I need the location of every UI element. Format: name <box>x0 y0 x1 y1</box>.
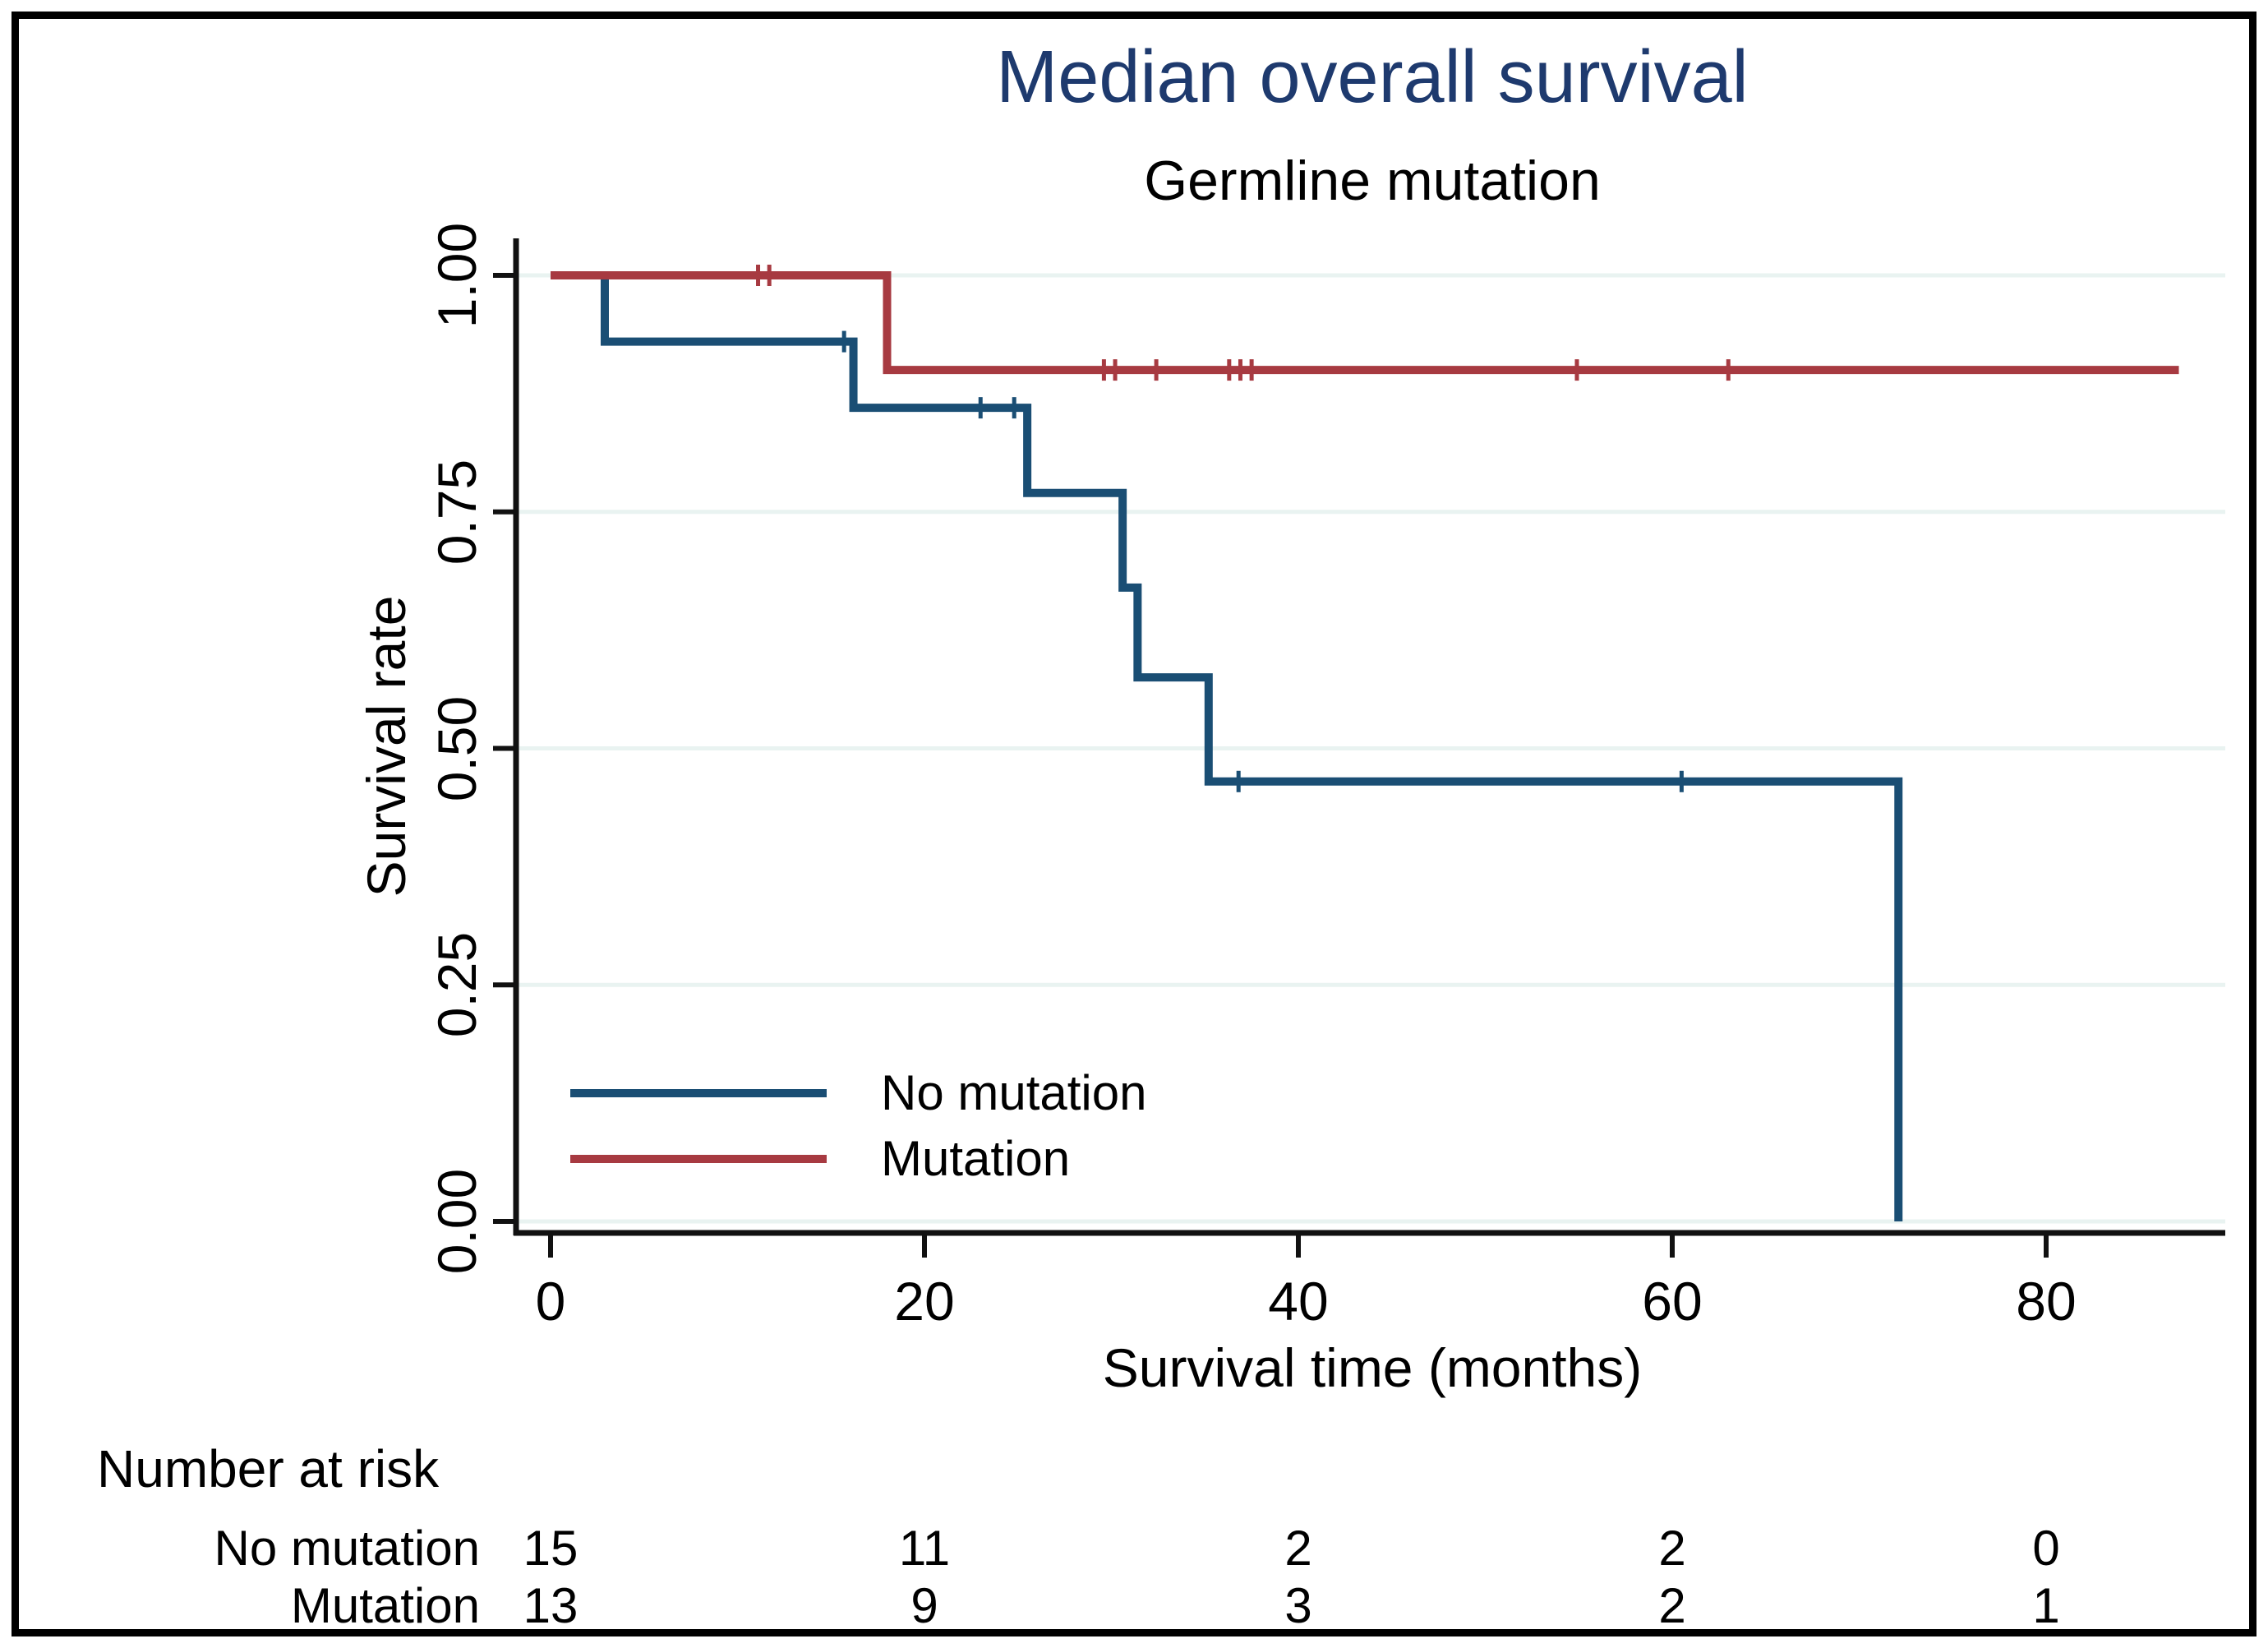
x-tick-label: 40 <box>1268 1271 1329 1332</box>
x-tick-label: 80 <box>2016 1271 2077 1332</box>
chart-subtitle: Germline mutation <box>1144 150 1601 212</box>
legend-item-mutation <box>570 1155 827 1163</box>
page-title: Median overall survival <box>996 36 1749 118</box>
legend-label-mutation: Mutation <box>881 1131 1071 1186</box>
y-tick-label: 1.00 <box>426 222 487 329</box>
risk-value: 3 <box>1284 1578 1312 1633</box>
y-tick-label: 0.50 <box>426 695 487 801</box>
risk-row-label-mutation: Mutation <box>290 1578 480 1633</box>
x-tick-label: 0 <box>535 1271 566 1332</box>
gridlines <box>516 273 2225 1224</box>
mutation-line-swatch <box>570 1155 827 1163</box>
x-tick-label: 60 <box>1642 1271 1703 1332</box>
risk-value: 2 <box>1284 1521 1312 1576</box>
legend-label-no-mutation: No mutation <box>881 1065 1147 1120</box>
risk-value: 2 <box>1658 1521 1686 1576</box>
risk-value: 1 <box>2032 1578 2060 1633</box>
y-tick-label: 0.75 <box>426 459 487 565</box>
risk-value: 15 <box>523 1521 579 1576</box>
legend-item-no-mutation <box>570 1089 827 1097</box>
y-tick-label: 0.00 <box>426 1168 487 1275</box>
risk-value: 11 <box>898 1521 951 1576</box>
x-tick-label: 20 <box>894 1271 955 1332</box>
risk-value: 0 <box>2032 1521 2060 1576</box>
risk-value: 9 <box>910 1578 938 1633</box>
censor-marks <box>756 265 1731 792</box>
survival-curves <box>551 271 2179 1221</box>
risk-value: 13 <box>523 1578 579 1633</box>
no-mutation-line-swatch <box>570 1089 827 1097</box>
x-axis-title: Survival time (months) <box>1102 1337 1643 1398</box>
axes <box>493 238 2225 1258</box>
risk-table-header: Number at risk <box>97 1439 440 1498</box>
y-tick-label: 0.25 <box>426 932 487 1038</box>
risk-value: 2 <box>1658 1578 1686 1633</box>
risk-row-label-no-mutation: No mutation <box>214 1521 481 1576</box>
